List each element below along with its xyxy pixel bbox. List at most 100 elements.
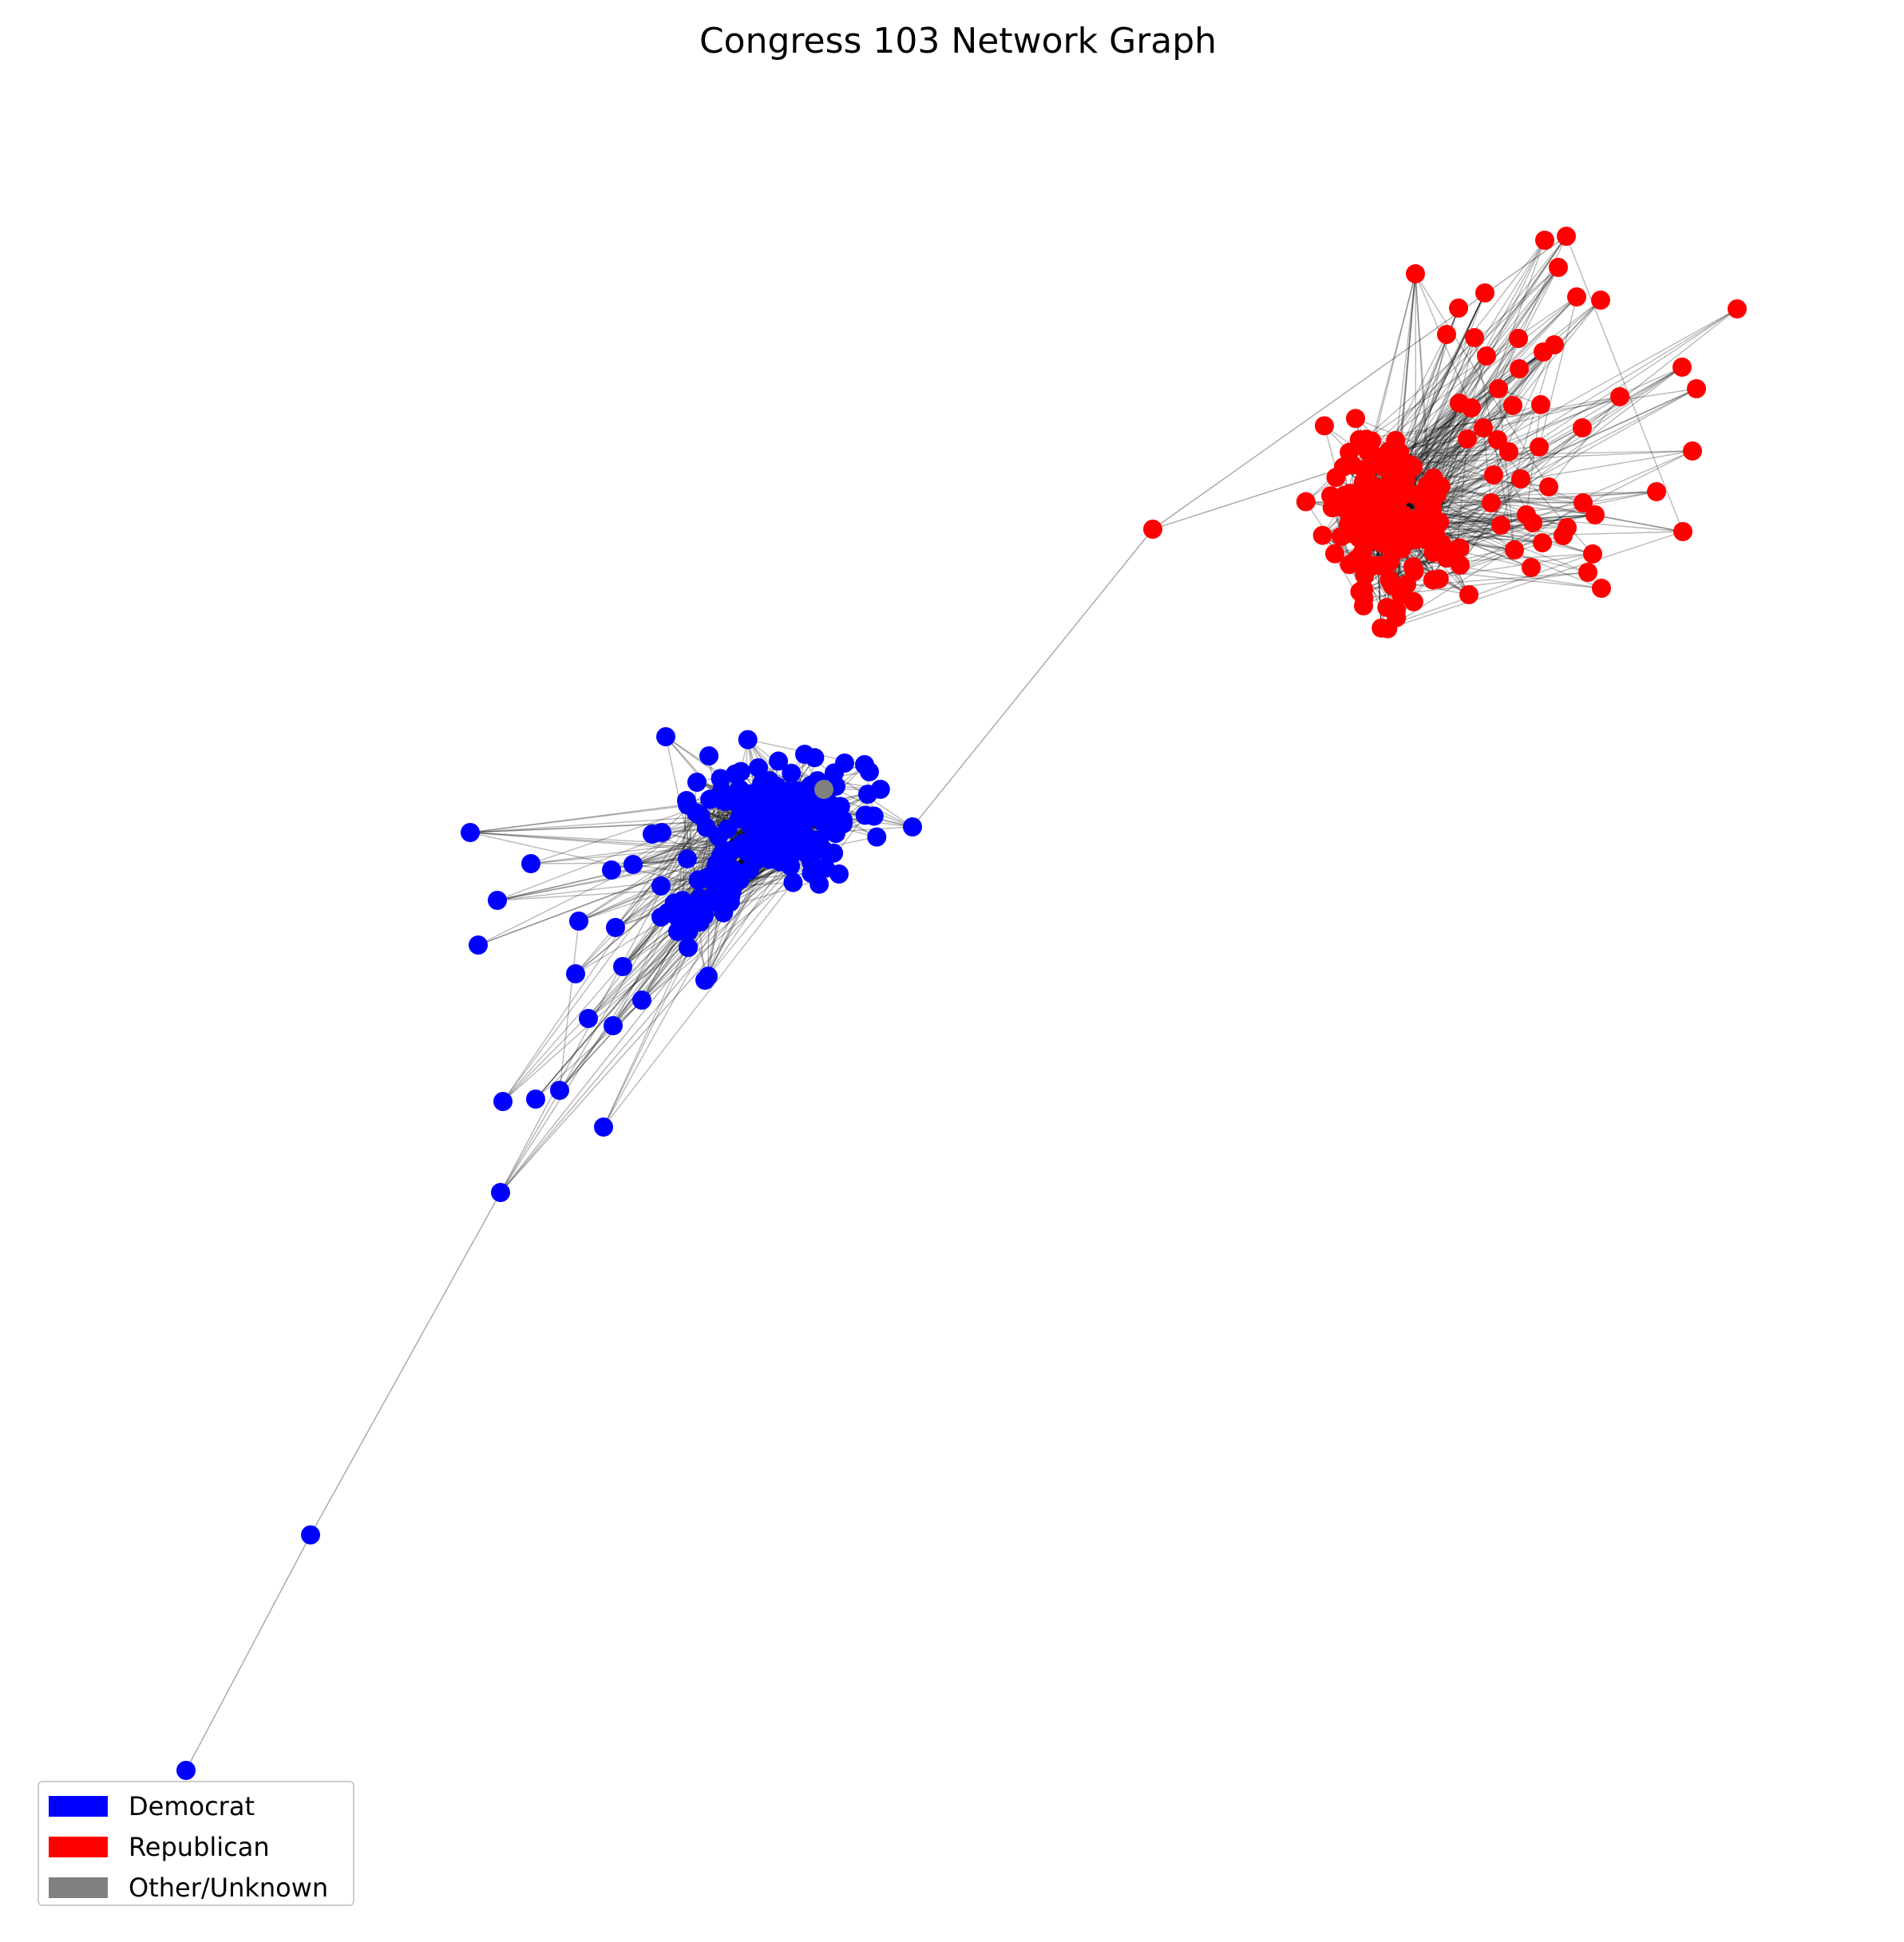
edge	[1415, 273, 1432, 501]
republican-node	[1534, 342, 1553, 362]
republican-swatch	[49, 1837, 108, 1857]
republican-node	[1554, 526, 1573, 545]
edge	[1427, 308, 1738, 514]
republican-node	[1449, 299, 1468, 318]
edge	[500, 799, 711, 1193]
edge	[1459, 478, 1522, 566]
republican-node	[1535, 231, 1554, 250]
edge	[1359, 388, 1697, 441]
democrat-node	[812, 839, 832, 859]
democrat-node	[176, 1761, 196, 1780]
democrat-node	[695, 906, 714, 926]
republican-node	[1458, 429, 1477, 449]
republican-node	[1531, 395, 1550, 414]
edge	[1456, 438, 1468, 550]
edge	[1406, 478, 1522, 585]
democrat-node	[687, 773, 707, 792]
democrat-node	[749, 758, 768, 777]
democrat-node	[714, 840, 734, 860]
edge	[500, 861, 782, 1193]
republican-node	[1447, 540, 1467, 560]
republican-node	[1578, 563, 1597, 582]
edge	[1368, 267, 1559, 453]
republican-node	[1488, 430, 1507, 449]
democrat-node	[677, 848, 697, 868]
democrat-node	[623, 855, 643, 874]
republican-node	[1387, 600, 1407, 620]
democrat-node	[799, 794, 819, 814]
republican-node	[1342, 499, 1362, 519]
democrat-node	[690, 889, 710, 909]
republican-node	[1567, 287, 1586, 307]
edge	[641, 854, 790, 1001]
democrat-node	[606, 918, 625, 937]
democrat-node	[778, 812, 798, 832]
edge	[1408, 292, 1486, 494]
democrat-node	[867, 827, 887, 847]
republican-node	[1429, 569, 1449, 589]
edge	[1152, 464, 1353, 530]
republican-node	[1322, 498, 1342, 518]
republican-node	[1378, 619, 1398, 639]
democrat-node	[762, 781, 782, 801]
republican-node	[1573, 493, 1593, 512]
democrat-node	[805, 748, 825, 768]
republican-node	[1394, 485, 1414, 504]
edge	[660, 813, 698, 887]
edge	[1482, 427, 1492, 504]
republican-node	[1143, 520, 1162, 539]
edge	[1413, 366, 1683, 572]
republican-node	[1387, 519, 1407, 539]
edge	[1372, 450, 1693, 466]
democrat-node	[696, 817, 716, 837]
republican-node	[1509, 329, 1528, 348]
legend-label-democrat: Democrat	[129, 1791, 255, 1821]
democrat-node	[802, 852, 821, 872]
edge	[1430, 491, 1657, 528]
republican-node	[1314, 416, 1334, 436]
edge	[310, 1192, 501, 1536]
edge	[1397, 308, 1738, 517]
democrat-node	[763, 808, 783, 828]
edge	[622, 916, 662, 967]
republican-node	[1503, 396, 1522, 415]
republican-node	[1549, 258, 1568, 277]
republican-node	[1340, 442, 1360, 462]
legend-item-democrat: Democrat	[49, 1790, 255, 1822]
republican-node	[1533, 533, 1552, 552]
republican-node	[1539, 477, 1558, 496]
republican-node	[1391, 585, 1411, 604]
other-swatch	[49, 1877, 108, 1898]
democrat-node	[569, 912, 588, 931]
edge	[1498, 388, 1515, 551]
republican-node	[1407, 508, 1427, 528]
edge	[1486, 267, 1559, 357]
democrat-swatch	[49, 1796, 108, 1817]
other-node	[814, 780, 833, 799]
republican-node	[1523, 513, 1542, 532]
democrat-node	[613, 957, 632, 976]
democrat-node	[632, 991, 651, 1010]
republican-node	[1673, 522, 1692, 541]
republican-node	[1489, 379, 1508, 398]
democrat-node	[730, 779, 750, 799]
edge	[603, 882, 794, 1128]
republican-node	[1583, 544, 1602, 564]
republican-node	[1474, 418, 1493, 437]
edge	[497, 840, 753, 901]
republican-node	[1360, 474, 1380, 494]
democrat-node	[491, 1183, 510, 1202]
democrat-node	[711, 769, 730, 789]
republican-node	[1499, 442, 1518, 461]
democrat-node	[566, 964, 585, 983]
democrat-node	[782, 763, 802, 783]
edge	[622, 809, 760, 967]
republican-node	[1403, 557, 1423, 576]
edge	[1500, 344, 1555, 526]
edge	[497, 876, 711, 901]
republican-node	[1683, 441, 1702, 461]
democrat-node	[679, 938, 698, 957]
democrat-node	[870, 779, 890, 799]
edge	[1389, 308, 1738, 581]
